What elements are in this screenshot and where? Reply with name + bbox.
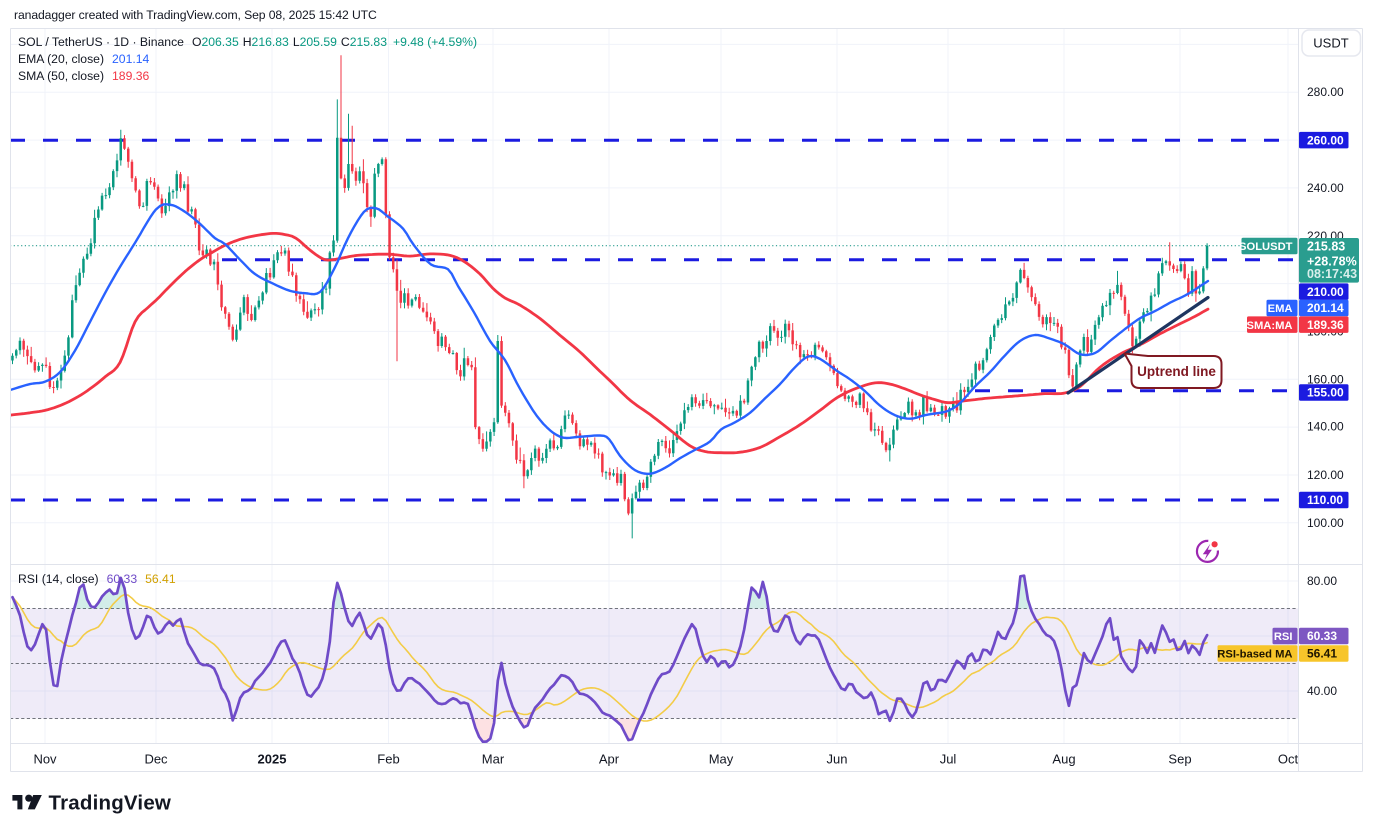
svg-text:140.00: 140.00 xyxy=(1307,420,1344,434)
svg-text:201.14: 201.14 xyxy=(1307,301,1344,315)
svg-text:210.00: 210.00 xyxy=(1307,285,1344,299)
svg-text:Jun: Jun xyxy=(827,752,848,767)
svg-text:Jul: Jul xyxy=(940,752,957,767)
svg-text:40.00: 40.00 xyxy=(1307,684,1337,698)
svg-text:189.36: 189.36 xyxy=(1307,318,1344,332)
svg-text:Nov: Nov xyxy=(33,752,57,767)
svg-text:ranadagger created with Tradin: ranadagger created with TradingView.com,… xyxy=(14,8,377,22)
svg-text:Feb: Feb xyxy=(377,752,399,767)
svg-text:SOLUSDT: SOLUSDT xyxy=(1239,241,1293,253)
svg-text:56.41: 56.41 xyxy=(1307,647,1337,661)
svg-text:120.00: 120.00 xyxy=(1307,468,1344,482)
svg-text:155.00: 155.00 xyxy=(1307,386,1344,400)
svg-text:SMA (50, close)189.36: SMA (50, close) 189.36 xyxy=(18,69,150,83)
svg-text:100.00: 100.00 xyxy=(1307,516,1344,530)
svg-text:160.00: 160.00 xyxy=(1307,373,1344,387)
svg-text:260.00: 260.00 xyxy=(1307,133,1344,147)
svg-text:TradingView: TradingView xyxy=(49,792,172,815)
svg-text:SMA:MA: SMA:MA xyxy=(1247,320,1293,332)
svg-text:Uptrend line: Uptrend line xyxy=(1137,364,1216,379)
svg-text:USDT: USDT xyxy=(1313,36,1348,51)
svg-text:May: May xyxy=(709,752,734,767)
svg-text:EMA: EMA xyxy=(1268,303,1293,315)
svg-text:110.00: 110.00 xyxy=(1307,493,1343,507)
svg-text:215.83: 215.83 xyxy=(1307,240,1345,254)
svg-text:Sep: Sep xyxy=(1168,752,1191,767)
svg-text:RSI: RSI xyxy=(1274,631,1293,643)
svg-text:08:17:43: 08:17:43 xyxy=(1307,267,1357,281)
svg-text:RSI-based MA: RSI-based MA xyxy=(1217,649,1292,661)
svg-text:Oct: Oct xyxy=(1278,752,1299,767)
svg-text:280.00: 280.00 xyxy=(1307,85,1344,99)
svg-text:Aug: Aug xyxy=(1052,752,1075,767)
svg-text:EMA (20, close)201.14: EMA (20, close) 201.14 xyxy=(18,52,150,66)
svg-text:60.33: 60.33 xyxy=(1307,629,1337,643)
svg-text:240.00: 240.00 xyxy=(1307,181,1344,195)
svg-text:80.00: 80.00 xyxy=(1307,574,1337,588)
svg-text:Mar: Mar xyxy=(482,752,505,767)
svg-text:2025: 2025 xyxy=(258,752,287,767)
svg-text:Apr: Apr xyxy=(599,752,620,767)
svg-text:+28.78%: +28.78% xyxy=(1307,254,1357,268)
svg-text:Dec: Dec xyxy=(144,752,168,767)
